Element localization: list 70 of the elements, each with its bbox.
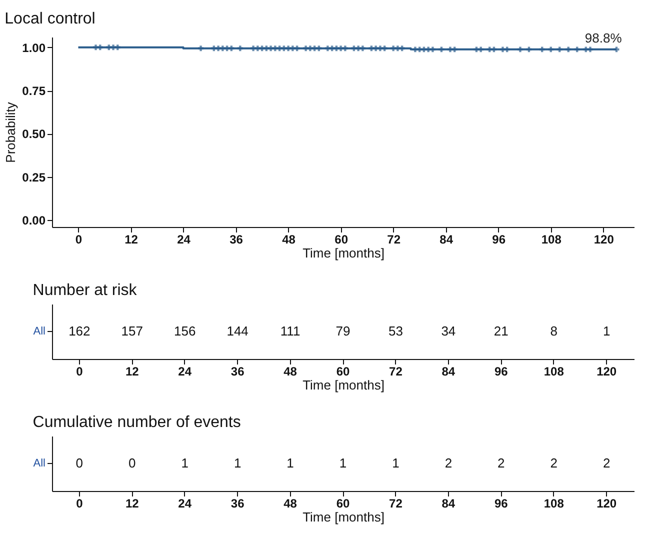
chart-title: Local control — [4, 10, 96, 28]
x-tick-label: 60 — [336, 364, 350, 378]
x-tick-label: 0 — [76, 364, 84, 378]
x-tick-label: 96 — [492, 232, 506, 246]
data-label: 53 — [388, 324, 403, 338]
x-tick-label: 48 — [282, 232, 296, 246]
x-tick-label: 48 — [284, 364, 298, 378]
annotation: 98.8% — [584, 30, 622, 46]
data-label: 2 — [602, 456, 610, 470]
x-tick-label: 60 — [336, 496, 350, 510]
data-label: 0 — [128, 456, 136, 470]
y-tick-label: All — [33, 458, 46, 470]
x-tick-label: 36 — [230, 364, 245, 378]
x-axis-title: Time [months] — [302, 510, 384, 524]
data-label: 1 — [339, 456, 347, 470]
chart-title: Number at risk — [32, 282, 138, 299]
x-tick-label: 0 — [76, 496, 84, 510]
y-tick-label: 0.50 — [22, 127, 46, 142]
x-tick-label: 48 — [284, 496, 298, 510]
x-tick-label: 120 — [594, 232, 614, 246]
x-tick-label: 84 — [442, 364, 456, 378]
x-tick-label: 96 — [494, 496, 508, 510]
x-tick-label: 96 — [494, 364, 508, 378]
x-tick-label: 84 — [440, 232, 454, 246]
y-tick-label: 0.75 — [22, 84, 46, 98]
data-label: 1 — [234, 456, 242, 470]
y-tick-label: 0.25 — [22, 170, 46, 184]
x-tick-label: 12 — [125, 364, 140, 378]
data-label: 21 — [494, 324, 508, 338]
data-label: 2 — [444, 456, 452, 470]
chart-title: Cumulative number of events — [32, 414, 241, 431]
data-label: 157 — [121, 324, 143, 338]
x-tick-label: 120 — [596, 364, 617, 378]
data-label: 162 — [68, 324, 90, 338]
y-tick-label: All — [33, 326, 46, 338]
x-tick-label: 120 — [596, 496, 617, 510]
x-axis-title: Time [months] — [302, 246, 384, 260]
data-label: 79 — [336, 324, 350, 338]
x-tick-label: 0 — [75, 232, 82, 246]
x-tick-label: 72 — [387, 232, 401, 246]
data-label: 2 — [550, 456, 558, 470]
x-tick-label: 36 — [230, 232, 244, 246]
data-label: 1 — [602, 324, 610, 338]
data-label: 2 — [498, 456, 505, 470]
y-tick-label: 1.00 — [22, 40, 46, 55]
data-label: 111 — [280, 324, 300, 338]
x-tick-label: 72 — [389, 364, 403, 378]
data-label: 1 — [181, 456, 188, 470]
x-tick-label: 84 — [442, 496, 456, 510]
x-tick-label: 60 — [334, 232, 348, 246]
x-tick-label: 108 — [541, 232, 562, 246]
data-label: 156 — [174, 324, 196, 338]
y-axis-title: Probability — [3, 102, 18, 163]
x-tick-label: 24 — [178, 496, 192, 510]
x-tick-label: 24 — [178, 364, 192, 378]
x-tick-label: 36 — [230, 496, 245, 510]
data-label: 1 — [286, 456, 294, 470]
data-label: 0 — [76, 456, 84, 470]
x-tick-label: 108 — [544, 496, 564, 510]
x-axis-title: Time [months] — [302, 378, 384, 392]
x-tick-label: 24 — [177, 232, 191, 246]
x-tick-label: 108 — [544, 364, 564, 378]
data-label: 144 — [226, 324, 248, 338]
x-tick-label: 72 — [389, 496, 403, 510]
data-label: 34 — [441, 324, 456, 338]
data-label: 8 — [550, 324, 558, 338]
y-tick-label: 0.00 — [22, 214, 46, 228]
data-label: 1 — [392, 456, 400, 470]
x-tick-label: 12 — [125, 496, 140, 510]
x-tick-label: 12 — [124, 232, 138, 246]
